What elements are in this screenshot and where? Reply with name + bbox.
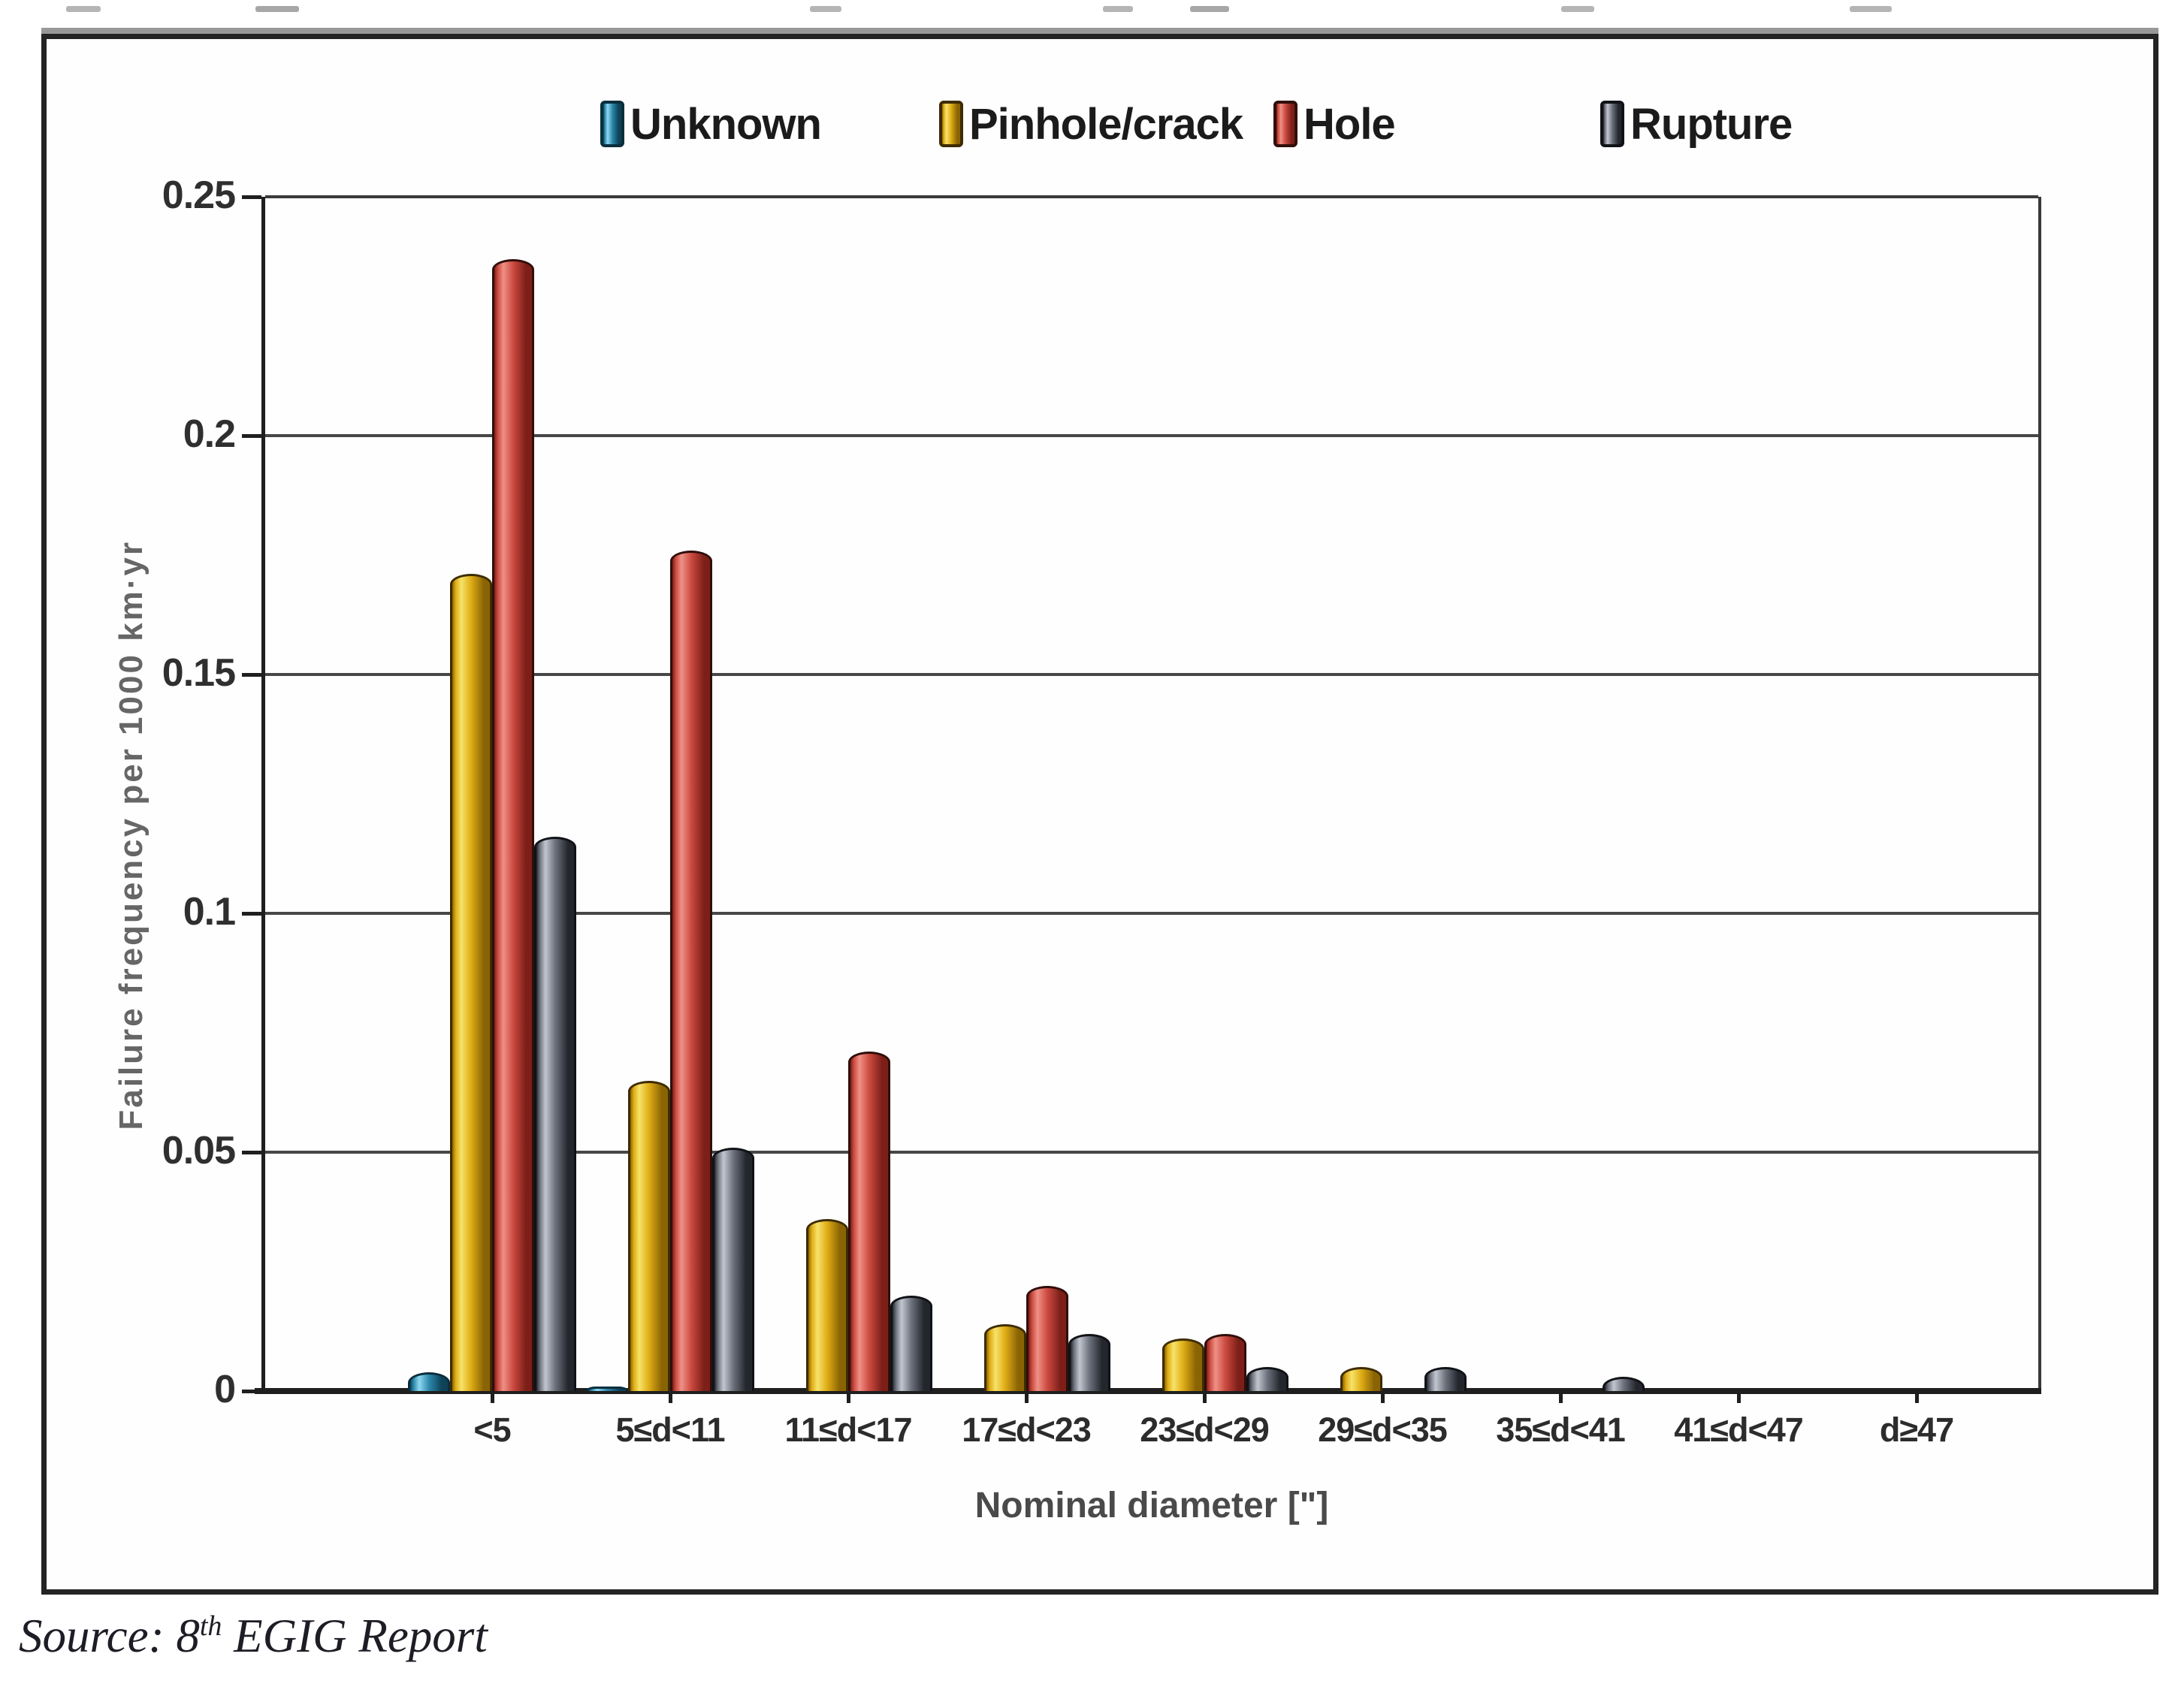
y-tick-mark <box>242 912 261 916</box>
y-tick-mark <box>242 1151 261 1154</box>
legend-item-pinhole-crack: Pinhole/crack <box>939 98 1243 150</box>
bar-pinhole-crack-1 <box>628 1081 670 1391</box>
legend-item-rupture: Rupture <box>1600 98 1793 150</box>
x-axis-title: Nominal diameter ["] <box>974 1486 1329 1525</box>
y-tick-label-0.25: 0.25 <box>162 174 236 217</box>
scan-artifact <box>1190 6 1229 12</box>
legend-item-unknown: Unknown <box>600 98 822 150</box>
gridline-0.1 <box>265 912 2038 915</box>
bar-rupture-0 <box>534 837 576 1391</box>
y-axis-line <box>261 197 265 1394</box>
legend-marker-unknown <box>600 101 624 147</box>
scan-artifact <box>1850 6 1892 12</box>
bar-pinhole-crack-5 <box>1340 1367 1382 1391</box>
x-axis-line <box>255 1388 2041 1394</box>
x-tick-mark <box>1737 1391 1741 1403</box>
x-tick-label-7: 41≤d<47 <box>1674 1411 1804 1449</box>
source-note-prefix: Source: 8 <box>19 1610 200 1662</box>
legend-label-pinhole-crack: Pinhole/crack <box>969 99 1243 149</box>
x-tick-label-4: 23≤d<29 <box>1140 1411 1270 1449</box>
chart-frame: Unknown Pinhole/crack Hole Rupture Failure … <box>41 34 2158 1595</box>
x-tick-mark <box>1381 1391 1385 1403</box>
bar-unknown-1 <box>586 1387 628 1391</box>
scan-artifact <box>66 6 101 12</box>
bar-hole-0 <box>492 259 534 1391</box>
gridline-0.05 <box>265 1151 2038 1154</box>
bar-rupture-4 <box>1246 1367 1288 1391</box>
plot-area: 0 0.05 0.1 0.15 0.2 0.25 <5 5≤d<11 11≤d<17 17≤d<2… <box>162 174 2041 1449</box>
scan-artifact <box>1561 6 1594 12</box>
y-tick-label-0.15: 0.15 <box>162 651 236 695</box>
bar-pinhole-crack-3 <box>984 1324 1026 1391</box>
legend-marker-pinhole-crack <box>939 101 963 147</box>
legend-label-hole: Hole <box>1304 99 1396 149</box>
gridline-0.25 <box>265 195 2038 198</box>
y-axis-title: Failure frequency per 1000 km·yr <box>113 540 150 1130</box>
bar-hole-2 <box>848 1052 890 1391</box>
source-note-superscript: th <box>199 1610 222 1642</box>
bar-hole-4 <box>1204 1334 1246 1391</box>
x-tick-label-1: 5≤d<11 <box>615 1411 725 1449</box>
source-note: Source: 8th EGIG Report <box>19 1609 488 1664</box>
y-tick-mark <box>242 434 261 438</box>
x-tick-label-0: <5 <box>473 1411 511 1449</box>
bar-rupture-6 <box>1603 1377 1645 1391</box>
x-tick-label-3: 17≤d<23 <box>962 1411 1092 1449</box>
bar-unknown-0 <box>408 1372 450 1391</box>
scan-artifact <box>810 6 841 12</box>
x-tick-mark <box>1559 1391 1563 1403</box>
x-tick-label-5: 29≤d<35 <box>1318 1411 1448 1449</box>
x-tick-mark <box>847 1391 850 1403</box>
y-tick-label-0.05: 0.05 <box>162 1129 236 1172</box>
x-tick-label-8: d≥47 <box>1879 1411 1954 1449</box>
legend-label-rupture: Rupture <box>1630 99 1793 149</box>
y-tick-mark <box>242 1390 261 1393</box>
x-tick-label-6: 35≤d<41 <box>1496 1411 1626 1449</box>
gridline-0.15 <box>265 673 2038 676</box>
bar-hole-1 <box>670 551 712 1391</box>
source-note-suffix: EGIG Report <box>222 1610 488 1662</box>
y-tick-label-0: 0 <box>214 1368 236 1411</box>
x-tick-label-2: 11≤d<17 <box>784 1411 912 1449</box>
bar-pinhole-crack-0 <box>450 574 492 1391</box>
legend-label-unknown: Unknown <box>630 99 822 149</box>
y-tick-label-0.2: 0.2 <box>183 412 236 456</box>
x-tick-mark <box>491 1391 494 1403</box>
bar-hole-3 <box>1026 1286 1068 1391</box>
bar-rupture-1 <box>712 1148 754 1391</box>
legend-marker-rupture <box>1600 101 1624 147</box>
scan-artifact <box>255 6 299 12</box>
y-tick-mark <box>242 673 261 677</box>
y-tick-mark <box>242 195 261 199</box>
x-tick-mark <box>1025 1391 1029 1403</box>
x-tick-mark <box>1915 1391 1919 1403</box>
scan-artifact <box>1103 6 1133 12</box>
y-tick-label-0.1: 0.1 <box>183 890 236 934</box>
bar-rupture-3 <box>1068 1334 1110 1391</box>
legend: Unknown Pinhole/crack Hole Rupture <box>47 98 2153 158</box>
bar-rupture-5 <box>1424 1367 1467 1391</box>
x-tick-mark <box>1203 1391 1207 1403</box>
legend-marker-hole <box>1273 101 1297 147</box>
bar-pinhole-crack-4 <box>1162 1338 1204 1391</box>
x-tick-mark <box>669 1391 672 1403</box>
bar-pinhole-crack-2 <box>806 1219 848 1391</box>
gridline-0.2 <box>265 434 2038 437</box>
legend-item-hole: Hole <box>1273 98 1396 150</box>
bar-rupture-2 <box>890 1296 932 1391</box>
